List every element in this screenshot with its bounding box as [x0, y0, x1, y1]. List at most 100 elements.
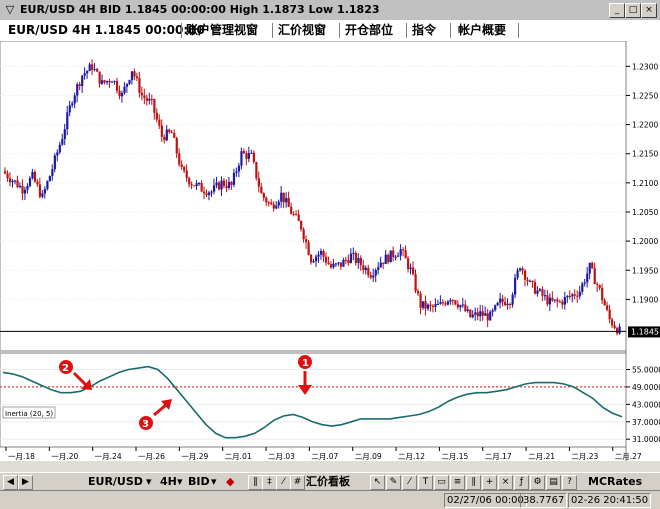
time-tick-label: 二月.09: [355, 452, 382, 461]
candle-body: [200, 183, 203, 192]
bar-chart-icon[interactable]: ‖: [248, 475, 263, 490]
close-button[interactable]: ×: [641, 3, 657, 18]
print-tool-icon[interactable]: ▤: [546, 475, 561, 490]
candle-body: [581, 283, 584, 292]
candle-body: [496, 302, 499, 306]
channel-tool-icon[interactable]: ∥: [466, 475, 481, 490]
candle-body: [516, 270, 519, 278]
candle-body: [479, 311, 482, 317]
rates-panel-button[interactable]: 汇价看板: [306, 475, 350, 488]
candle-body: [28, 178, 32, 187]
timeframe-dropdown-icon[interactable]: ▾: [177, 475, 183, 488]
minimize-button[interactable]: _: [609, 3, 625, 18]
candle-body: [394, 256, 397, 258]
tab-rates[interactable]: 汇价视窗: [278, 23, 327, 37]
price-tick-label: 1.2250: [632, 91, 658, 100]
price-tick-label: 1.2150: [632, 150, 658, 159]
candle-body: [616, 328, 619, 334]
trendline-tool-icon[interactable]: ⁄: [402, 475, 417, 490]
price-panel: [0, 41, 627, 352]
candle-body: [160, 125, 163, 137]
candle-body: [593, 268, 596, 285]
symbol-selector[interactable]: EUR/USD: [88, 475, 143, 488]
candle-body: [6, 173, 9, 179]
time-tick-label: 一月.26: [138, 452, 165, 461]
candle-body: [235, 171, 238, 173]
candle-body: [267, 202, 270, 204]
candle-body: [578, 291, 581, 297]
candle-body: [51, 169, 54, 177]
candle-body: [247, 153, 251, 159]
settings-tool-icon[interactable]: ⚙: [530, 475, 545, 490]
candle-body: [302, 229, 305, 240]
price-tick-label: 1.2000: [632, 237, 658, 246]
candle-body: [347, 260, 350, 263]
tab-orders[interactable]: 指令: [412, 23, 437, 37]
candle-body: [76, 84, 79, 96]
time-tick-label: 二月.17: [485, 452, 512, 461]
indicator-panel: [0, 352, 627, 448]
candle-body: [46, 181, 49, 190]
cursor-tool-icon[interactable]: ↖: [370, 475, 385, 490]
tab-divider: [339, 23, 340, 38]
inertia-line: [2, 365, 623, 439]
candle-body: [240, 151, 243, 166]
candle-body: [419, 293, 422, 308]
candle-body: [583, 282, 586, 284]
candle-body: [217, 182, 221, 190]
price-type-selector[interactable]: BID: [188, 475, 210, 488]
candle-body: [506, 303, 509, 306]
candle-body: [150, 98, 153, 100]
tab-chart[interactable]: EUR/USD 4H 1.1845 00:00:00: [8, 23, 205, 37]
scroll-left-icon[interactable]: ◀: [3, 475, 18, 490]
draw-tool-icon[interactable]: ✎: [386, 475, 401, 490]
text-tool-icon[interactable]: T: [418, 475, 433, 490]
candle-body: [337, 262, 340, 264]
time-tick-label: 一月.20: [51, 452, 78, 461]
indicator-tool-icon[interactable]: ƒ: [514, 475, 529, 490]
candle-body: [359, 257, 362, 266]
app-icon: ▽: [5, 3, 15, 16]
fib-tool-icon[interactable]: ≡: [450, 475, 465, 490]
delete-tool-icon[interactable]: ×: [498, 475, 513, 490]
indicator-selector[interactable]: MCRates: [588, 475, 643, 488]
candle-body: [471, 314, 474, 318]
candle-body: [220, 180, 223, 190]
candle-body: [319, 250, 323, 255]
horizontal-scrollbar[interactable]: [0, 461, 660, 472]
marker-1: 1: [298, 355, 312, 395]
symbol-dropdown-icon[interactable]: ▾: [146, 475, 152, 488]
candle-body: [61, 138, 64, 145]
color-tool-icon[interactable]: ◆: [226, 475, 235, 488]
candle-body: [38, 184, 42, 197]
price-type-dropdown-icon[interactable]: ▾: [211, 475, 217, 488]
maximize-button[interactable]: □: [625, 3, 641, 18]
candle-body: [280, 192, 283, 202]
indicator-tick-label: 31.0000: [632, 435, 660, 444]
scroll-right-icon[interactable]: ▶: [18, 475, 33, 490]
timeframe-selector[interactable]: 4H: [160, 475, 177, 488]
shape-tool-icon[interactable]: ▭: [434, 475, 449, 490]
tab-account-manager[interactable]: 账户管理视窗: [186, 23, 259, 37]
line-chart-icon[interactable]: ⁄: [276, 475, 291, 490]
candle-body: [41, 193, 44, 197]
candle-body: [31, 171, 34, 179]
candle-body: [446, 301, 450, 305]
candle-body: [58, 144, 61, 153]
candle-body: [531, 280, 534, 283]
candle-body: [441, 302, 445, 304]
candle-body: [546, 295, 549, 305]
help-tool-icon[interactable]: ?: [562, 475, 577, 490]
tab-open-positions[interactable]: 开仓部位: [345, 23, 394, 37]
candle-body: [454, 300, 457, 305]
candle-chart-icon[interactable]: ‡: [262, 475, 277, 490]
zoom-tool-icon[interactable]: +: [482, 475, 497, 490]
candle-body: [332, 263, 335, 268]
grid-icon[interactable]: #: [290, 475, 305, 490]
price-tick-label: 1.1900: [632, 295, 658, 304]
tab-account-summary[interactable]: 帐户概要: [458, 23, 507, 37]
candle-body: [21, 185, 24, 194]
candle-body: [598, 285, 601, 288]
chart-canvas[interactable]: 1.2300 1.2250 1.2200 1.2150 1.2100 1.2050 1.20…: [0, 41, 660, 461]
price-axis-panel: [626, 41, 660, 461]
